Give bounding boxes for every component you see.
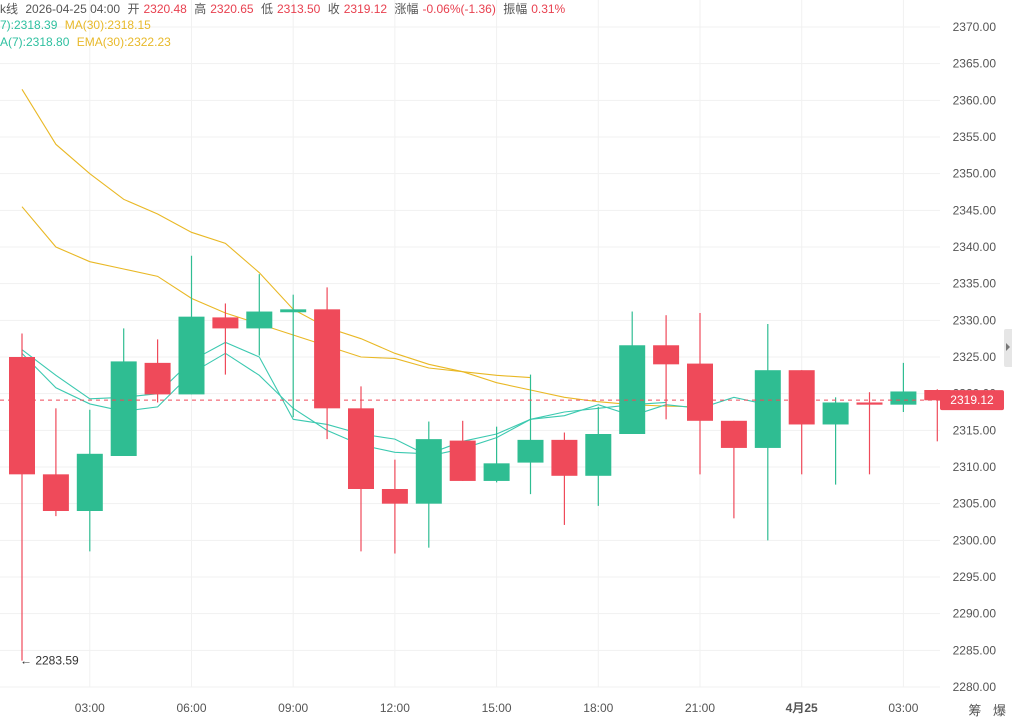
candle-body [76, 453, 103, 511]
y-tick-label: 2360.00 [953, 93, 997, 107]
candle-body [619, 345, 646, 434]
candle-body [517, 439, 544, 463]
ema7-value: A(7):2318.80 [0, 35, 70, 49]
candle-body [754, 370, 781, 448]
ema30-line [21, 206, 531, 379]
change-label: 涨幅 [394, 2, 419, 16]
candle-body [381, 489, 408, 504]
y-tick-label: 2325.00 [953, 350, 997, 364]
grid [0, 0, 940, 688]
candles [9, 255, 951, 661]
x-tick-label: 06:00 [176, 701, 206, 715]
y-tick-label: 2295.00 [953, 570, 997, 584]
y-tick-label: 2305.00 [953, 497, 997, 511]
x-tick-label: 03:00 [888, 701, 918, 715]
ma-legend: 7):2318.39 MA(30):2318.15 [0, 18, 155, 32]
candle-time: 2026-04-25 04:00 [25, 2, 121, 16]
x-tick-label: 12:00 [380, 701, 410, 715]
high-label: 高 [194, 2, 207, 16]
amplitude-label: 振幅 [503, 2, 528, 16]
candle-body [924, 390, 951, 401]
candle-body [280, 309, 307, 313]
candle-body [348, 408, 374, 489]
y-tick-label: 2335.00 [953, 277, 997, 291]
x-tick-label: 4月25 [786, 701, 818, 715]
y-axis: 2280.00 2285.00 2290.00 2295.00 2300.00 2305.… [953, 20, 997, 694]
x-tick-label: 18:00 [583, 701, 613, 715]
open-value: 2320.48 [143, 2, 187, 16]
y-tick-label: 2290.00 [953, 607, 997, 621]
y-tick-label: 2345.00 [953, 203, 997, 217]
candle-body [822, 402, 849, 425]
x-tick-label: 03:00 [75, 701, 105, 715]
close-label: 收 [327, 2, 340, 16]
candle-body [42, 474, 69, 511]
candle-body [483, 463, 510, 481]
bottom-tools: 筹 爆 [960, 700, 1006, 719]
y-tick-label: 2365.00 [953, 57, 997, 71]
open-label: 开 [127, 2, 140, 16]
candle-body [246, 311, 273, 329]
overlay: 2319.12 ← 2283.59 [0, 390, 1004, 668]
amplitude-value: 0.31% [531, 2, 566, 16]
x-axis: 03:00 06:00 09:00 12:00 15:00 18:00 21:00 4月25 0… [75, 701, 919, 715]
ema30-value: EMA(30):2322.23 [76, 35, 171, 49]
expand-panel-tab[interactable] [1004, 329, 1012, 367]
candle-body [551, 439, 578, 476]
last-price-tag [940, 390, 1004, 411]
y-tick-label: 2340.00 [953, 240, 997, 254]
candle-body [9, 357, 35, 475]
candle-body [687, 363, 713, 421]
candle-body [856, 402, 883, 405]
last-price-label: 2319.12 [950, 393, 994, 407]
y-tick-label: 2315.00 [953, 423, 997, 437]
candle-body [653, 345, 680, 365]
y-tick-label: 2310.00 [953, 460, 997, 474]
y-tick-label: 2300.00 [953, 533, 997, 547]
candle-body [585, 434, 612, 476]
y-tick-label: 2330.00 [953, 313, 997, 327]
candle-body [212, 317, 239, 329]
y-tick-label: 2350.00 [953, 167, 997, 181]
low-value: 2313.50 [276, 2, 321, 16]
candle-body [415, 439, 442, 504]
symbol-name: k线 [0, 2, 19, 16]
y-tick-label: 2355.00 [953, 130, 997, 144]
liquidation-tool-button[interactable]: 爆 [992, 703, 1006, 718]
candle-body [788, 370, 815, 425]
change-value: -0.06%(-1.36) [422, 2, 496, 16]
low-label: 低 [260, 2, 273, 16]
x-tick-label: 21:00 [685, 701, 715, 715]
chips-tool-button[interactable]: 筹 [968, 703, 982, 718]
y-tick-label: 2280.00 [953, 680, 997, 694]
candle-body [449, 440, 476, 481]
candle-body [178, 316, 205, 395]
x-tick-label: 15:00 [482, 701, 512, 715]
y-tick-label: 2285.00 [953, 643, 997, 657]
ma30-value: MA(30):2318.15 [64, 18, 151, 32]
ema-legend: A(7):2318.80 EMA(30):2322.23 [0, 35, 175, 49]
ma7-value: 7):2318.39 [0, 18, 58, 32]
candle-body [144, 362, 171, 395]
x-tick-label: 09:00 [278, 701, 308, 715]
candle-body [890, 391, 917, 405]
candle-body [720, 420, 747, 448]
y-tick-label: 2370.00 [953, 20, 997, 34]
low-marker: ← 2283.59 [20, 654, 79, 668]
high-value: 2320.65 [210, 2, 254, 16]
candle-body [110, 361, 137, 456]
candle-body [314, 309, 341, 409]
close-value: 2319.12 [343, 2, 388, 16]
